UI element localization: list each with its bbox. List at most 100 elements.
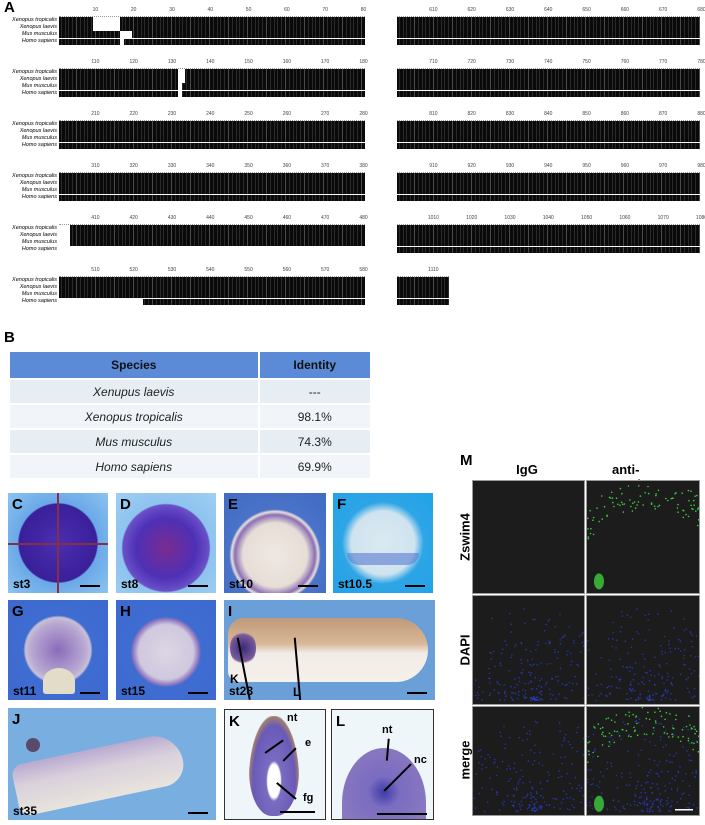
tick-label: 330: [167, 163, 177, 169]
tick-label: 530: [167, 267, 177, 273]
tick-label: 570: [321, 267, 330, 273]
identity-cell: 69.9%: [259, 455, 370, 478]
row-label-dapi: DAPI: [457, 634, 473, 666]
label-nc: nc: [414, 754, 427, 766]
tick-label: 830: [505, 111, 515, 117]
tick-label: 870: [659, 111, 668, 117]
sequence-row: [397, 194, 700, 202]
sequence-row: [397, 17, 700, 24]
tick-label: 520: [129, 267, 138, 273]
tick-label: 450: [244, 215, 253, 221]
sequence-row: [397, 298, 449, 306]
table-row: Homo sapiens 69.9%: [10, 455, 370, 478]
species-cell: Xenupus laevis: [10, 380, 258, 403]
stage-label-g: st11: [13, 684, 37, 698]
species-label: Xenopus tropicalis: [12, 276, 57, 283]
tick-label: 20: [130, 7, 137, 13]
tick-label: 230: [167, 111, 177, 117]
species-label: Xenopus laevis: [19, 283, 57, 290]
tick-label: 380: [359, 163, 368, 169]
sequence-row: [59, 69, 365, 76]
sequence-row: [59, 121, 365, 128]
species-label: Homo sapiens: [21, 194, 57, 201]
tick-label: 960: [620, 163, 630, 169]
species-label: Homo sapiens: [21, 38, 57, 45]
sequence-row: [59, 187, 365, 194]
alignment-gap: [120, 31, 132, 38]
tick-label: 650: [582, 7, 591, 13]
sequence-row: [397, 180, 700, 187]
sequence-row: [397, 69, 700, 76]
table-header: Species Identity: [10, 352, 370, 378]
tick-label: 360: [282, 163, 292, 169]
alignment-gap: [93, 24, 121, 31]
scale-bar: [280, 811, 315, 813]
species-label: Xenopus tropicalis: [12, 16, 57, 23]
tick-label: 1080: [695, 215, 705, 221]
ruler: [397, 170, 700, 173]
tick-label: 350: [244, 163, 253, 169]
tick-label: 780: [697, 59, 705, 65]
sequence-row: [59, 180, 365, 187]
sequence-row: [397, 225, 700, 232]
alignment-gap: [177, 69, 186, 76]
ruler: [397, 118, 700, 121]
section-image-l: L nt nc: [331, 709, 434, 820]
sequence-row: [59, 239, 365, 246]
panel-label-h: H: [120, 603, 131, 620]
panel-label-c: C: [12, 496, 23, 513]
embryo-image-c: C st3: [8, 493, 108, 593]
tick-label: 680: [697, 7, 705, 13]
scale-bar: [405, 585, 425, 587]
species-cell: Homo sapiens: [10, 455, 258, 478]
stage-label-e: st10: [229, 577, 254, 591]
tick-label: 320: [129, 163, 138, 169]
species-label: Mus musculus: [21, 290, 57, 297]
stage-label-i: st28: [229, 684, 254, 698]
tick-label: 710: [429, 59, 438, 65]
embryo-image-g: G st11: [8, 600, 108, 700]
panel-label-b: B: [4, 329, 15, 346]
tick-label: 340: [206, 163, 215, 169]
tick-label: 740: [544, 59, 553, 65]
species-label: Homo sapiens: [21, 142, 57, 149]
tick-label: 70: [322, 7, 328, 13]
sequence-row: [59, 24, 365, 31]
stage-label-d: st8: [121, 577, 139, 591]
sequence-row: [59, 83, 365, 90]
ruler: [397, 222, 700, 225]
tick-label: 220: [129, 111, 138, 117]
tick-label: 980: [697, 163, 705, 169]
alignment-gap: [59, 246, 366, 254]
panel-label-l: L: [336, 713, 346, 730]
sequence-row: [59, 31, 365, 38]
tick-label: 150: [244, 59, 253, 65]
header-species: Species: [10, 352, 258, 378]
tick-label: 140: [206, 59, 215, 65]
species-label: Mus musculus: [21, 186, 57, 193]
tick-label: 420: [129, 215, 138, 221]
tick-label: 470: [321, 215, 330, 221]
tick-label: 250: [244, 111, 253, 117]
ruler: [59, 274, 365, 277]
tick-label: 80: [360, 7, 367, 13]
scale-bar: [188, 812, 208, 814]
tick-label: 370: [321, 163, 330, 169]
alignment-gap: [93, 17, 121, 24]
sequence-row: [59, 38, 365, 46]
tick-label: 760: [620, 59, 630, 65]
ruler: [59, 14, 365, 17]
sequence-row: [397, 76, 700, 83]
ruler: [397, 14, 700, 17]
tick-label: 970: [659, 163, 668, 169]
tick-label: 880: [697, 111, 705, 117]
fluorescence-zswim4-anti-zswim4: [586, 480, 700, 594]
species-label: Xenopus tropicalis: [12, 172, 57, 179]
panel-label-g: G: [12, 603, 24, 620]
stage-label-h: st15: [121, 684, 146, 698]
alignment-gap: [59, 232, 71, 239]
tick-label: 110: [91, 59, 100, 65]
sequence-row: [397, 246, 700, 254]
tick-label: 580: [359, 267, 368, 273]
tick-label: 310: [91, 163, 100, 169]
